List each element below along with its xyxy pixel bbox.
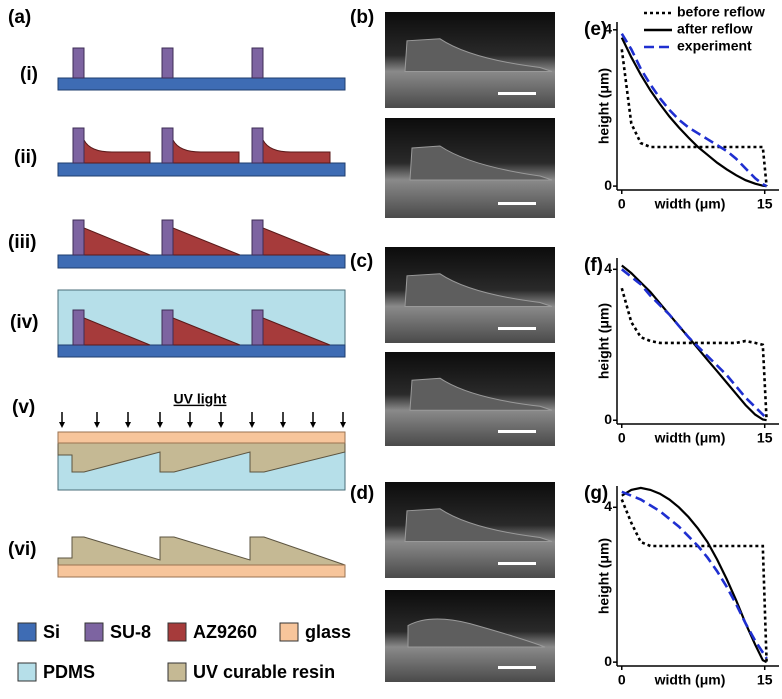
uv-label: UV light [174,391,227,407]
line-chart: (e) 0 4 0 15 width (μm) height (μm) before refl… [584,4,779,212]
step-v: UV light [57,391,346,491]
series-line [621,486,768,664]
legend-swatch [167,622,187,642]
legend-swatch [84,622,104,642]
panel-label: (a) [8,7,31,28]
series-line [620,287,768,421]
step-label: (i) [20,64,38,85]
scale-bar [498,92,536,95]
x-tick-label: 15 [757,430,773,446]
y-axis-label: height (μm) [596,68,612,144]
x-tick-label: 15 [757,196,773,212]
x-tick-label: 0 [618,430,626,446]
legend-label: experiment [677,38,752,54]
y-axis-label: height (μm) [596,538,612,614]
step-label: (iv) [10,312,39,333]
x-tick-label: 0 [618,196,626,212]
legend-swatch [17,622,37,642]
x-axis-label: width (μm) [654,196,726,212]
x-axis-label: width (μm) [654,430,726,446]
scale-bar [498,327,536,330]
legend-label: SU-8 [110,622,151,642]
materials-legend: Si SU-8 AZ9260 glass PDMS UV curable resin [17,622,351,682]
step-label: (ii) [14,147,37,168]
scale-bar [498,430,536,433]
series-line [620,49,768,187]
sem-structure [409,377,553,411]
uv-arrow-head [157,422,163,428]
sem-structure [404,38,553,73]
legend-label: glass [305,622,351,642]
panel-label: (d) [350,483,374,504]
series-line [620,37,767,188]
step-iii [57,219,346,269]
step-label: (v) [12,397,35,418]
series-line [621,264,767,422]
x-tick-label: 15 [757,672,773,688]
legend-label: PDMS [43,662,95,682]
step-i [57,47,346,91]
legend-label: Si [43,622,60,642]
panel-label: (c) [350,251,373,272]
legend-swatch [279,622,299,642]
legend-label: AZ9260 [193,622,257,642]
step-label: (vi) [8,539,37,560]
sem-structure [409,145,553,181]
line-chart: (f) 0 4 0 15 width (μm) height (μm) [584,255,779,446]
y-tick-label: 0 [604,653,612,669]
y-tick-label: 4 [604,21,612,37]
step-vi [57,536,346,578]
sem-structure [407,618,546,648]
uv-arrow-head [218,422,224,428]
x-axis-label: width (μm) [654,672,726,688]
legend-swatch [17,662,37,682]
step-ii [57,127,346,177]
panel-label: (g) [584,483,608,504]
uv-arrow-head [125,422,131,428]
sem-structure [404,273,553,308]
scale-bar [498,202,536,205]
panel-label: (b) [350,7,374,28]
series-line [620,268,768,420]
x-tick-label: 0 [618,672,626,688]
series-line [620,33,768,188]
legend-label: after reflow [677,21,753,37]
y-tick-label: 0 [604,411,612,427]
legend-label: before reflow [677,4,765,20]
panel-label: (f) [584,255,603,276]
y-tick-label: 4 [604,260,612,276]
uv-arrow-head [340,422,346,428]
y-tick-label: 0 [604,177,612,193]
y-tick-label: 4 [604,498,612,514]
sem-images [385,12,555,682]
uv-arrow-head [94,422,100,428]
step-label: (iii) [8,232,37,253]
scale-bar [498,562,536,565]
uv-arrow-head [249,422,255,428]
uv-arrow-head [310,422,316,428]
uv-arrow-head [280,422,286,428]
y-axis-label: height (μm) [596,303,612,379]
legend-label: UV curable resin [193,662,335,682]
sem-structure [404,508,553,543]
panel-label: (e) [584,19,607,40]
uv-arrow-head [59,422,65,428]
uv-arrow-head [187,422,193,428]
series-line [621,490,768,660]
scale-bar [498,666,536,669]
line-chart: (g) 0 4 0 15 width (μm) height (μm) [584,483,779,688]
legend-swatch [167,662,187,682]
step-iv [57,289,346,358]
